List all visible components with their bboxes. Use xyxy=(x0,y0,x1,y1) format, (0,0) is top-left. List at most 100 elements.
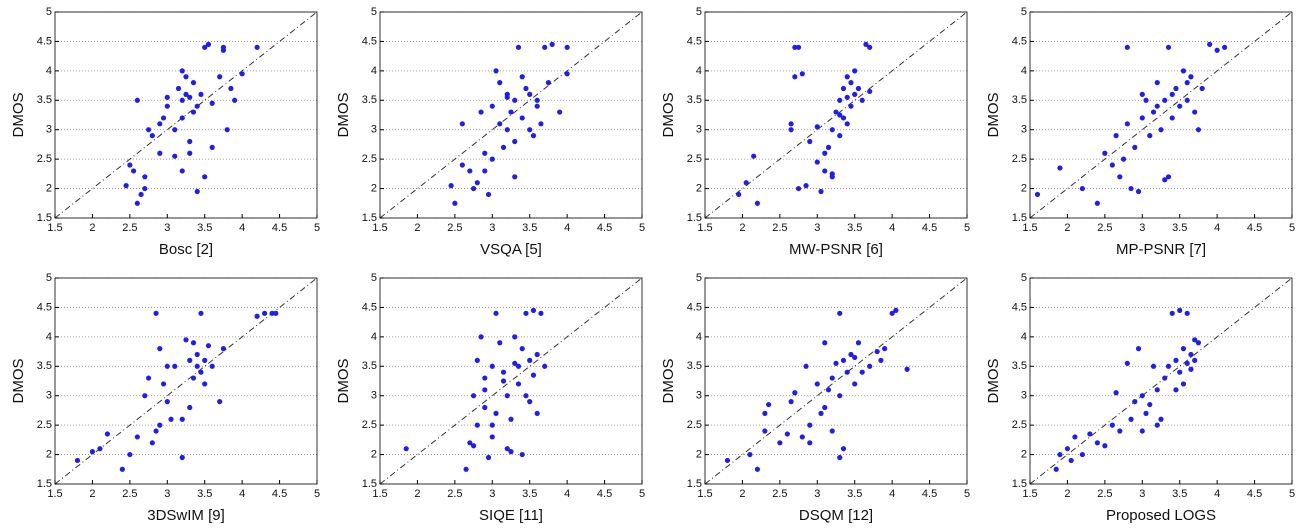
point xyxy=(1188,351,1194,358)
point xyxy=(508,109,514,115)
point xyxy=(489,156,495,162)
point xyxy=(829,375,835,381)
point xyxy=(822,404,828,411)
point xyxy=(515,363,522,369)
point xyxy=(1053,466,1059,472)
point xyxy=(889,310,895,316)
point xyxy=(1158,416,1164,422)
point xyxy=(784,431,790,437)
y-tick-label: 1.5 xyxy=(362,478,377,490)
y-tick-label: 2.5 xyxy=(362,153,377,165)
point xyxy=(837,393,843,399)
point xyxy=(489,434,495,440)
point xyxy=(1169,310,1175,316)
y-tick-label: 3 xyxy=(696,390,702,402)
point xyxy=(493,68,499,74)
y-tick-label: 4.5 xyxy=(687,301,702,313)
point xyxy=(1150,363,1157,369)
x-tick-label: 4 xyxy=(1214,488,1220,500)
x-axis-label: MW-PSNR [6] xyxy=(789,241,883,258)
y-tick-label: 2.5 xyxy=(362,419,377,431)
point xyxy=(1117,174,1123,180)
point xyxy=(145,375,152,381)
point xyxy=(448,183,454,189)
x-tick-label: 5 xyxy=(1289,488,1295,500)
point xyxy=(833,109,839,115)
point xyxy=(762,410,768,416)
y-tick-label: 3 xyxy=(696,124,702,136)
x-tick-label: 2.5 xyxy=(1097,488,1112,500)
x-tick-label: 2.5 xyxy=(1097,222,1112,234)
point xyxy=(795,185,802,192)
point xyxy=(202,381,208,387)
y-axis-label: DMOS xyxy=(10,359,27,404)
point xyxy=(228,85,234,92)
point xyxy=(837,112,843,118)
point xyxy=(179,97,185,103)
x-tick-label: 3 xyxy=(814,488,820,500)
y-axis-label: DMOS xyxy=(335,359,352,404)
x-tick-label: 3 xyxy=(164,488,170,500)
point xyxy=(1128,185,1134,192)
point xyxy=(1154,103,1160,109)
point xyxy=(209,100,215,106)
point xyxy=(1192,357,1198,363)
subplot: 1.5 2 2.5 3 3.5 4 4.5 5 1.5 2 2.5 3 3.5 4 4.5 5 VSQA [5]… xyxy=(335,6,645,258)
point xyxy=(160,381,167,387)
point xyxy=(164,363,170,369)
y-tick-label: 4.5 xyxy=(37,35,52,47)
point xyxy=(504,446,510,452)
point xyxy=(1207,41,1213,47)
point xyxy=(254,313,260,319)
x-tick-label: 3 xyxy=(489,222,495,234)
y-tick-label: 3.5 xyxy=(1012,94,1027,106)
point xyxy=(519,451,525,458)
point xyxy=(164,103,170,109)
point xyxy=(478,109,484,115)
point xyxy=(190,109,197,115)
point xyxy=(470,393,477,399)
point xyxy=(844,121,850,127)
x-tick-label: 4.5 xyxy=(272,222,287,234)
y-axis-label: DMOS xyxy=(10,93,27,138)
point xyxy=(1057,165,1063,171)
point xyxy=(822,340,828,346)
point xyxy=(1102,443,1108,449)
point xyxy=(837,97,843,103)
point xyxy=(1068,457,1074,464)
point xyxy=(168,416,174,422)
y-tick-label: 5 xyxy=(1021,6,1027,18)
point xyxy=(500,144,507,150)
point xyxy=(497,80,503,86)
y-tick-label: 4.5 xyxy=(362,301,377,313)
point xyxy=(478,334,484,340)
point xyxy=(527,357,533,363)
y-tick-label: 2.5 xyxy=(687,153,702,165)
point xyxy=(1180,381,1187,387)
point xyxy=(515,381,522,387)
point xyxy=(470,443,477,449)
point xyxy=(467,168,473,174)
point xyxy=(209,363,215,369)
point xyxy=(459,162,465,168)
point xyxy=(523,310,529,316)
point xyxy=(157,422,163,428)
point xyxy=(262,310,268,316)
reference-line xyxy=(54,11,318,219)
y-tick-label: 2 xyxy=(371,448,377,460)
point xyxy=(1139,393,1145,399)
point xyxy=(474,180,480,186)
point xyxy=(1199,85,1205,92)
point xyxy=(766,401,772,408)
point xyxy=(1195,340,1202,346)
point xyxy=(217,74,223,80)
point xyxy=(848,103,854,109)
point xyxy=(1158,127,1164,133)
point xyxy=(803,363,809,369)
point xyxy=(792,44,798,50)
point xyxy=(1165,363,1172,369)
point xyxy=(867,363,873,369)
y-tick-label: 2 xyxy=(696,182,702,194)
point xyxy=(1173,387,1179,393)
